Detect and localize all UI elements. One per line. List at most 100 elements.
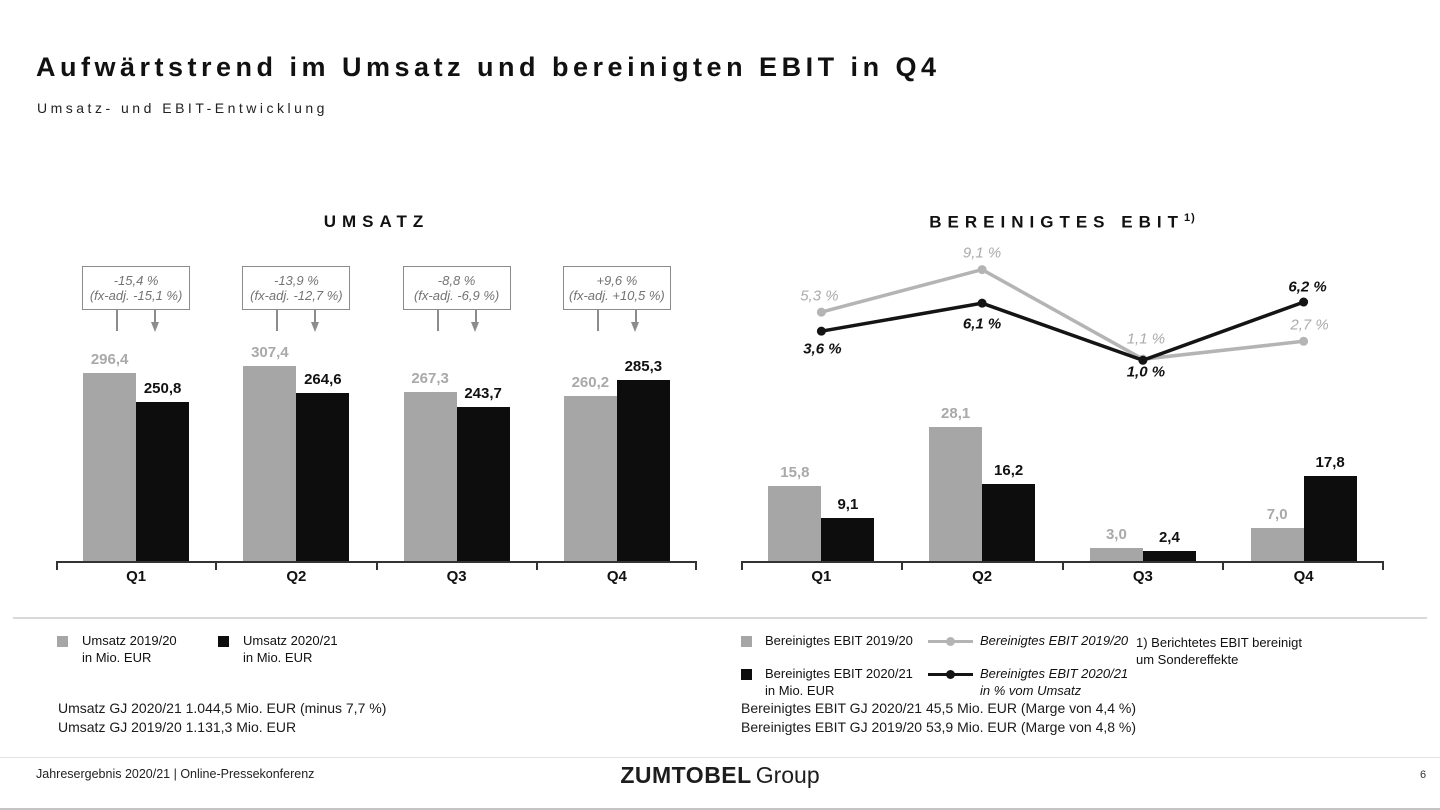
bar-s1-Q2 <box>982 484 1036 562</box>
axis-tick <box>741 563 743 570</box>
bar-value-label: 296,4 <box>90 350 129 368</box>
barwrap: 2,4 <box>1142 529 1196 562</box>
legend-label-umsatz-2020: Umsatz 2020/21 in Mio. EUR <box>243 633 338 665</box>
change-annotation-box: -8,8 % (fx-adj. -6,9 %) <box>402 266 511 310</box>
bar-value-label: 307,4 <box>251 343 289 361</box>
bars-layer: 296,4 250,8 307,4 264,6 267,3 243,7 260,2 285,3 <box>56 0 697 562</box>
category-label-Q3: Q3 <box>1132 568 1153 585</box>
bar-value-label: 28,1 <box>941 404 971 422</box>
arrow-down-icon <box>310 322 319 332</box>
legend-swatch-ebit-2020 <box>741 669 752 680</box>
axis-tick <box>215 563 218 570</box>
barwrap: 9,1 <box>821 496 875 562</box>
connector-line <box>116 310 119 331</box>
annotation-fx: (fx-adj. +10,5 %) <box>569 288 665 303</box>
barwrap: 285,3 <box>616 358 670 562</box>
barwrap: 243,7 <box>456 384 510 562</box>
annotation-fx: (fx-adj. -12,7 %) <box>250 288 343 303</box>
trend-label: 6,1 % <box>962 315 1002 333</box>
footnote: 1) Berichtetes EBIT bereinigt um Sondere… <box>1136 635 1302 667</box>
axis-tick <box>695 563 697 570</box>
axis-tick <box>375 563 378 570</box>
category-label-Q4: Q4 <box>1293 568 1314 585</box>
trend-label: 9,1 % <box>962 244 1002 262</box>
page-subtitle: Umsatz- und EBIT-Entwicklung <box>37 100 328 116</box>
annotation-pct: -15,4 % <box>113 273 159 288</box>
bar-group-Q4: 7,0 17,8 <box>1223 454 1384 562</box>
barwrap: 260,2 <box>563 374 617 562</box>
bar-s1-Q1 <box>821 518 875 562</box>
change-annotation-box: +9,6 % (fx-adj. +10,5 %) <box>562 266 671 310</box>
category-labels: Q1 Q2 Q3 Q4 <box>56 568 697 585</box>
barwrap: 307,4 <box>243 343 297 562</box>
bar-value-label: 243,7 <box>464 384 502 402</box>
bar-s0-Q3 <box>1089 547 1143 562</box>
legend-swatch-ebit-2019 <box>741 636 752 647</box>
legend-label-line-2019: Bereinigtes EBIT 2019/20 <box>980 633 1129 648</box>
bar-group-Q2: 307,4 264,6 <box>216 344 376 562</box>
bar-s0-Q4 <box>563 396 617 562</box>
bar-value-label: 17,8 <box>1315 454 1345 472</box>
axis-tick <box>1222 563 1225 570</box>
ebit-chart-title: BEREINIGTES EBIT1) <box>929 212 1196 232</box>
umsatz-chart: UMSATZ 296,4 250,8 307,4 264,6 267,3 243,7 260… <box>56 0 697 640</box>
legend-label-umsatz-2019: Umsatz 2019/20 in Mio. EUR <box>82 633 177 665</box>
category-labels: Q1 Q2 Q3 Q4 <box>741 568 1384 585</box>
bar-value-label: 260,2 <box>571 374 610 391</box>
trend-label: 2,7 % <box>1290 316 1329 334</box>
bar-s0-Q2 <box>929 426 983 562</box>
annotation-pct: -8,8 % <box>437 273 476 288</box>
footer-divider <box>0 757 1440 758</box>
footer-text: Jahresergebnis 2020/21 | Online-Presseko… <box>36 767 315 781</box>
trend-point <box>977 298 987 308</box>
barwrap: 7,0 <box>1250 506 1304 562</box>
barwrap: 17,8 <box>1303 454 1357 562</box>
bar-group-Q3: 3,0 2,4 <box>1063 526 1224 562</box>
ebit-chart: BEREINIGTES EBIT1) 15,8 9,1 28,1 16,2 3,0 2,4… <box>741 0 1384 640</box>
trend-label: 1,0 % <box>1126 363 1166 381</box>
bar-value-label: 267,3 <box>411 369 449 387</box>
footnote-marker: 1) <box>1183 212 1196 224</box>
umsatz-chart-title: UMSATZ <box>323 212 430 231</box>
trend-point <box>1299 336 1309 346</box>
bar-value-label: 15,8 <box>780 464 810 481</box>
trend-label: 5,3 % <box>800 287 839 305</box>
barwrap: 296,4 <box>83 350 137 562</box>
axis-tick <box>535 563 538 570</box>
x-axis <box>741 561 1384 563</box>
category-label-Q4: Q4 <box>606 568 627 585</box>
trend-label: 3,6 % <box>803 340 842 358</box>
bar-s1-Q2 <box>296 393 350 562</box>
bar-group-Q3: 267,3 243,7 <box>377 369 537 562</box>
trend-point <box>977 265 987 275</box>
umsatz-summary: Umsatz GJ 2020/21 1.044,5 Mio. EUR (minu… <box>58 700 387 735</box>
x-axis <box>56 561 697 563</box>
trend-line-s0 <box>820 267 1304 362</box>
bar-s1-Q3 <box>456 406 510 562</box>
category-label-Q3: Q3 <box>446 568 467 585</box>
axis-tick <box>900 563 903 570</box>
annotation-pct: +9,6 % <box>596 273 638 288</box>
barwrap: 15,8 <box>768 464 822 562</box>
bar-group-Q2: 28,1 16,2 <box>902 405 1063 562</box>
zumtobel-logo: ZUMTOBEL Group <box>620 762 820 788</box>
trend-label: 6,2 % <box>1288 278 1327 296</box>
axis-tick <box>56 563 58 570</box>
legend-line-marker-2019 <box>928 637 973 646</box>
barwrap: 250,8 <box>136 380 190 562</box>
axis-tick <box>1061 563 1064 570</box>
bar-s1-Q4 <box>1303 476 1357 562</box>
bar-value-label: 16,2 <box>994 462 1024 480</box>
bar-s1-Q4 <box>616 380 670 562</box>
bar-value-label: 3,0 <box>1105 525 1127 543</box>
annotation-fx: (fx-adj. -15,1 %) <box>89 288 183 303</box>
arrow-down-icon <box>471 322 480 332</box>
trend-label: 1,1 % <box>1126 330 1166 348</box>
barwrap: 264,6 <box>296 371 350 562</box>
bar-value-label: 285,3 <box>624 358 663 375</box>
barwrap: 267,3 <box>403 369 457 562</box>
bar-value-label: 250,8 <box>143 380 182 397</box>
bar-group-Q1: 15,8 9,1 <box>741 464 902 562</box>
legend-line-marker-2020 <box>928 670 973 679</box>
